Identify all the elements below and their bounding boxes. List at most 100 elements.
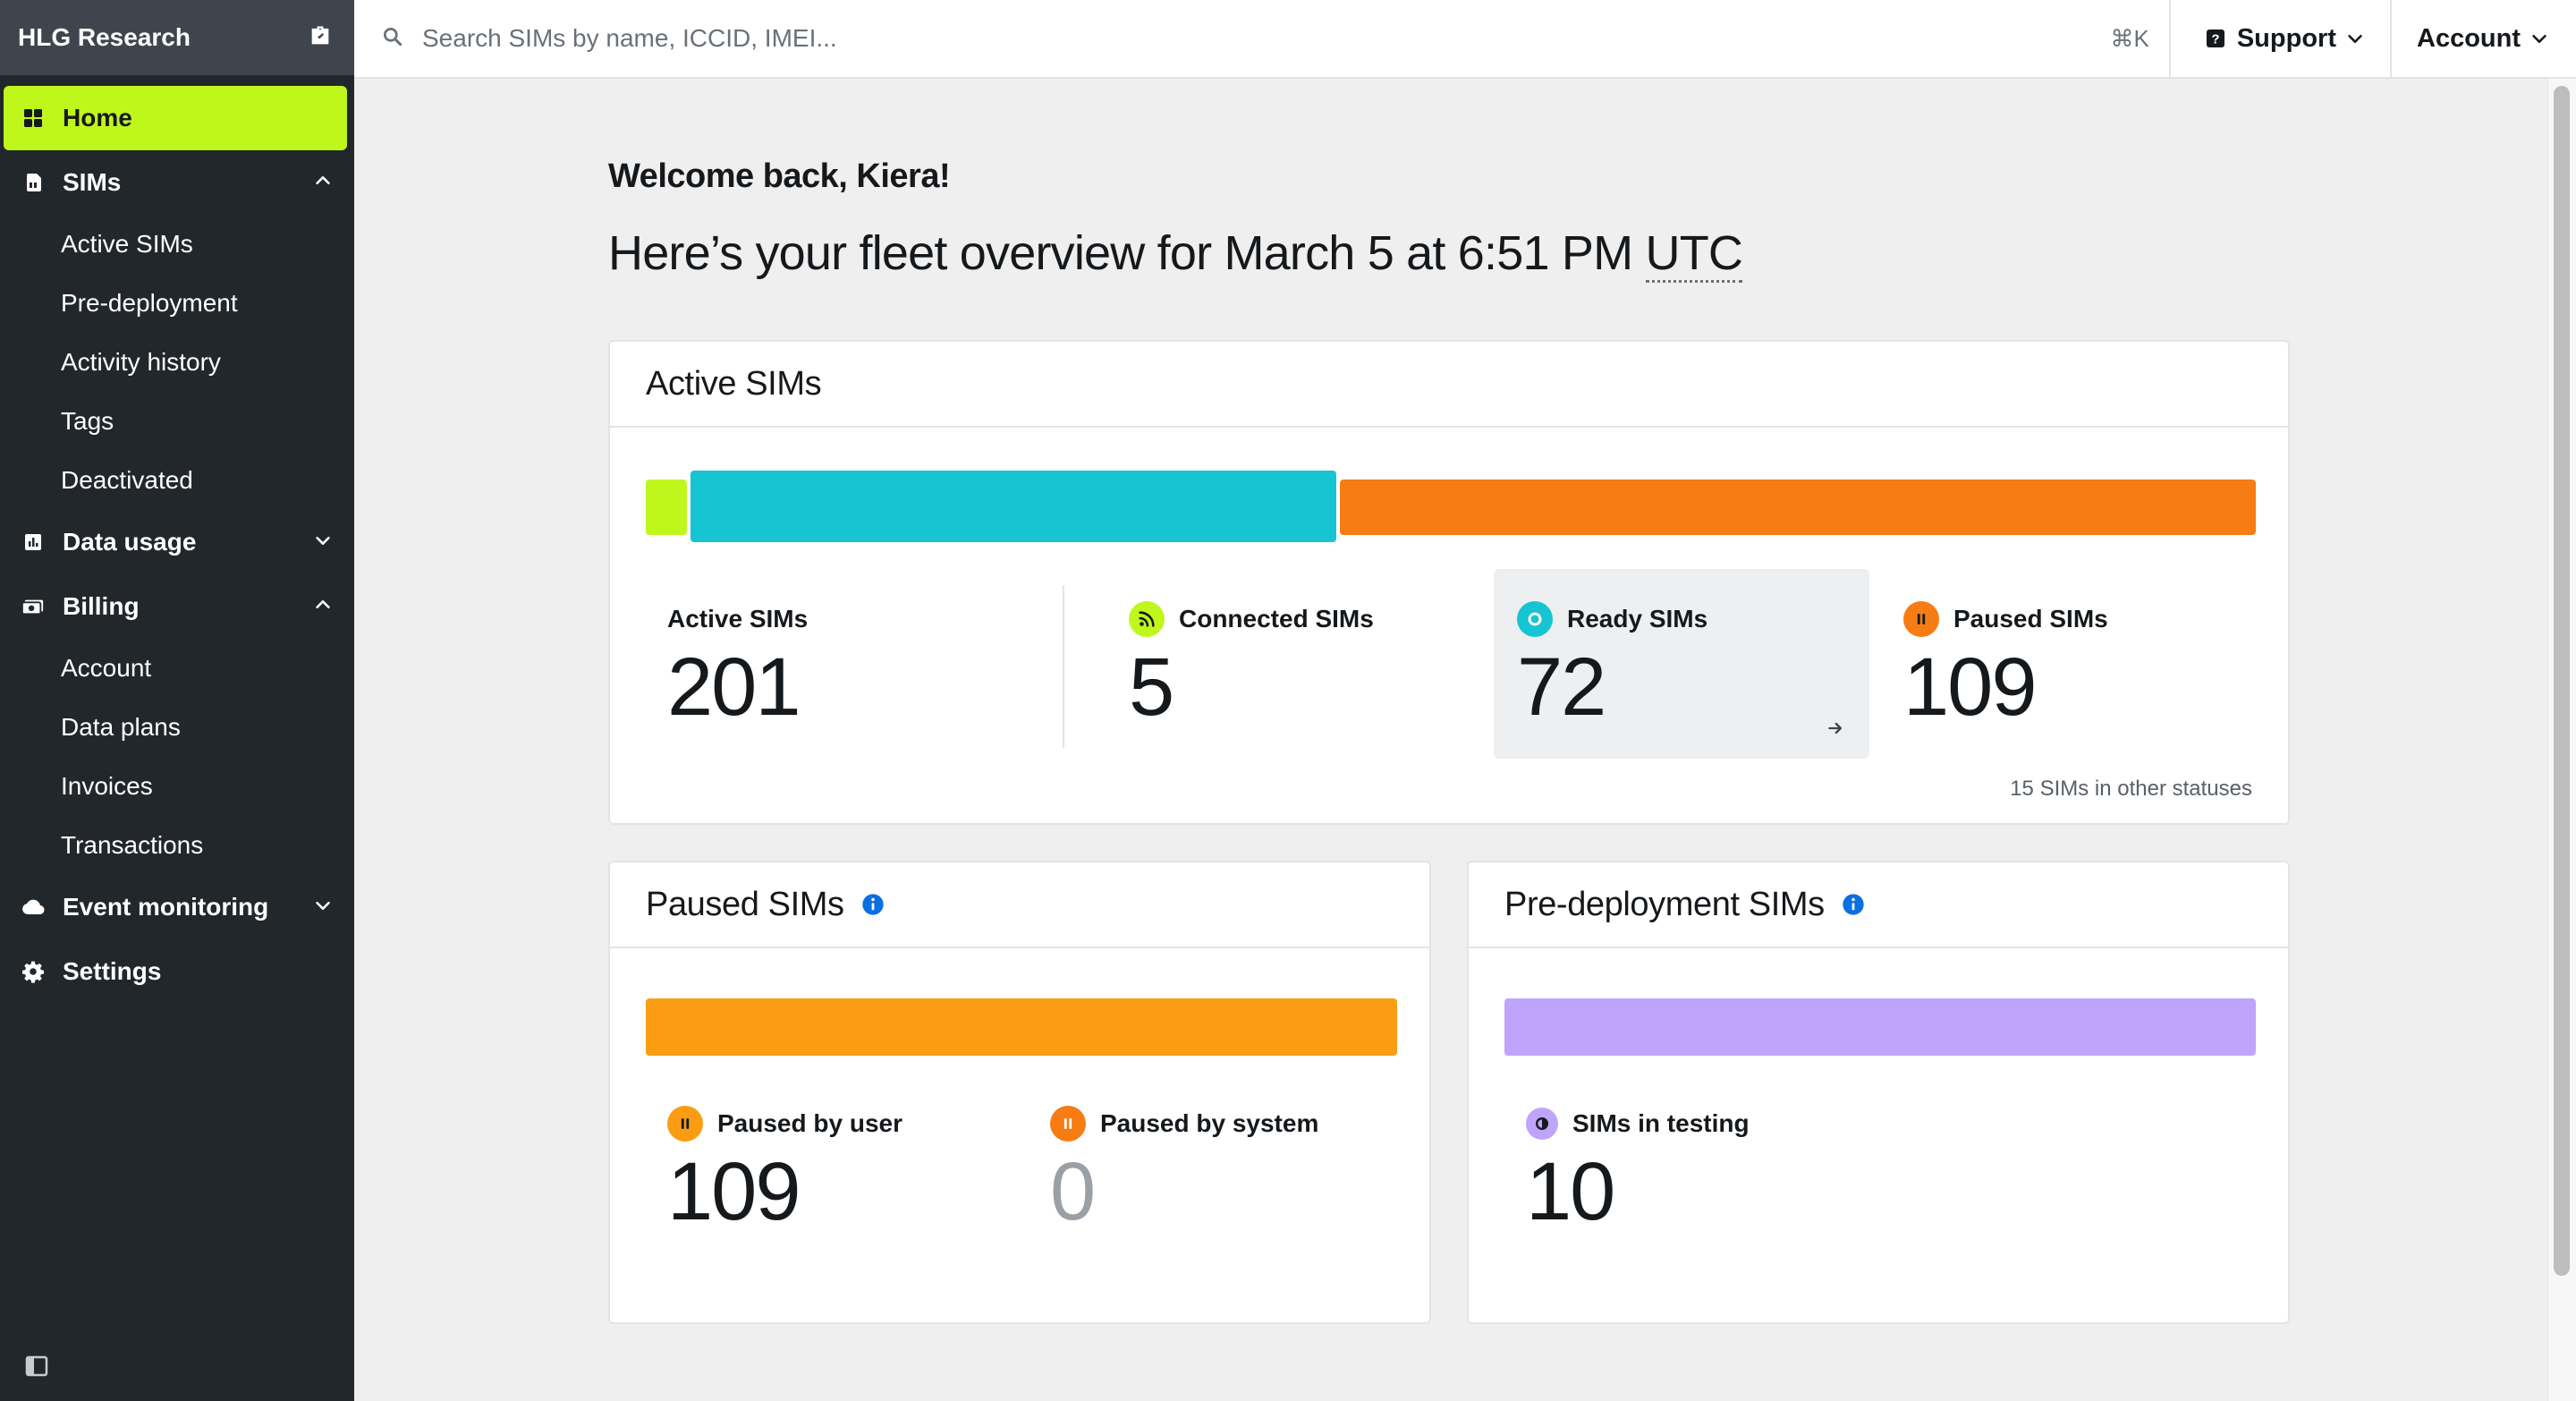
- sidebar-subitem-active-sims[interactable]: Active SIMs: [61, 230, 193, 258]
- overview-text: Here’s your fleet overview for March 5 a…: [608, 226, 1633, 280]
- org-switch-icon[interactable]: [308, 23, 333, 53]
- divider: [1063, 585, 1064, 748]
- chevron-down-icon: [313, 893, 333, 921]
- connected-bar-segment[interactable]: [646, 480, 687, 535]
- stat-value: 10: [1526, 1146, 1615, 1237]
- cloud-icon: [21, 896, 45, 919]
- sidebar: HLG Research Home SIMs Active SIMs Pre-d…: [0, 0, 354, 1401]
- chevron-up-icon: [313, 592, 333, 621]
- chevron-up-icon: [313, 168, 333, 197]
- sims-in-testing-bar[interactable]: [1504, 998, 2256, 1056]
- stat-label: Paused SIMs: [1953, 605, 2108, 633]
- sidebar-item-data-usage[interactable]: Data usage: [0, 510, 354, 574]
- help-icon: ?: [2196, 28, 2226, 49]
- top-bar: Search SIMs by name, ICCID, IMEI... ⌘K ?…: [354, 0, 2576, 79]
- svg-text:?: ?: [2211, 32, 2219, 47]
- support-menu-button[interactable]: ? Support: [2168, 0, 2390, 77]
- chevron-down-icon: [313, 528, 333, 556]
- sidebar-item-label: Home: [63, 104, 132, 132]
- sidebar-subitem-deactivated[interactable]: Deactivated: [61, 466, 193, 494]
- sidebar-subitem-invoices[interactable]: Invoices: [61, 772, 153, 800]
- paused-by-user-bar[interactable]: [646, 998, 1397, 1056]
- stat-value: 201: [667, 641, 801, 733]
- sidebar-item-label: Data usage: [63, 528, 197, 556]
- sidebar-toggle-icon: [25, 1355, 48, 1377]
- dashboard-icon: [21, 106, 45, 130]
- timezone-label[interactable]: UTC: [1645, 226, 1743, 283]
- stat-sims-in-testing[interactable]: SIMs in testing 10: [1526, 1106, 1750, 1233]
- sidebar-item-billing[interactable]: Billing: [0, 574, 354, 639]
- stat-paused-by-system: Paused by system 0: [1050, 1106, 1318, 1233]
- search-shortcut: ⌘K: [2110, 24, 2149, 52]
- sidebar-subitem-transactions[interactable]: Transactions: [61, 831, 204, 859]
- sidebar-nav: Home SIMs Active SIMs Pre-deployment Act…: [0, 75, 354, 1004]
- card-title: Active SIMs: [610, 342, 2288, 428]
- sidebar-subitem-account[interactable]: Account: [61, 654, 152, 682]
- search-input[interactable]: Search SIMs by name, ICCID, IMEI...: [354, 0, 2111, 77]
- sidebar-item-label: Settings: [63, 957, 162, 985]
- account-label: Account: [2417, 23, 2521, 53]
- testing-status-icon: [1526, 1108, 1558, 1140]
- search-icon: [381, 25, 404, 53]
- info-icon[interactable]: [1841, 892, 1866, 917]
- welcome-heading: Welcome back, Kiera!: [608, 157, 951, 195]
- card-title: Paused SIMs: [646, 885, 844, 923]
- paused-user-icon: [667, 1106, 703, 1142]
- sidebar-item-event-monitoring[interactable]: Event monitoring: [0, 875, 354, 939]
- stat-label: Connected SIMs: [1179, 605, 1374, 633]
- ready-sims-tile[interactable]: [1494, 569, 1869, 759]
- stat-label: Active SIMs: [667, 605, 809, 633]
- collapse-sidebar-button[interactable]: [25, 1355, 48, 1381]
- sidebar-subitem-tags[interactable]: Tags: [61, 407, 114, 435]
- sidebar-item-settings[interactable]: Settings: [0, 939, 354, 1004]
- sidebar-subitem-data-plans[interactable]: Data plans: [61, 713, 181, 741]
- sidebar-item-label: SIMs: [63, 168, 122, 196]
- ready-bar-segment[interactable]: [691, 471, 1336, 542]
- stat-connected-sims[interactable]: Connected SIMs 5: [1129, 601, 1374, 728]
- card-header: Paused SIMs: [610, 862, 1429, 948]
- paused-status-icon: [1903, 601, 1939, 637]
- org-name: HLG Research: [18, 23, 191, 51]
- org-header[interactable]: HLG Research: [0, 0, 354, 75]
- support-label: Support: [2236, 23, 2336, 53]
- stat-active-sims: Active SIMs 201: [667, 601, 808, 728]
- card-title: Pre-deployment SIMs: [1504, 885, 1825, 923]
- sidebar-item-label: Billing: [63, 592, 140, 620]
- stat-value: 109: [667, 1146, 801, 1237]
- stat-paused-by-user[interactable]: Paused by user 109: [667, 1106, 902, 1233]
- stat-value: 0: [1050, 1146, 1096, 1237]
- money-icon: [21, 595, 45, 618]
- ready-status-icon: [1517, 601, 1553, 637]
- paused-bar-segment[interactable]: [1340, 480, 2256, 535]
- gear-icon: [21, 960, 45, 983]
- info-icon[interactable]: [860, 892, 886, 917]
- account-menu-button[interactable]: Account: [2390, 0, 2576, 77]
- sim-card-icon: [21, 171, 45, 194]
- stat-label: Paused by user: [717, 1109, 902, 1137]
- sidebar-item-sims[interactable]: SIMs: [0, 150, 354, 215]
- pre-deployment-sims-card: Pre-deployment SIMs SIMs in testing 10: [1467, 861, 2290, 1324]
- stat-value: 72: [1517, 641, 1606, 733]
- stat-label: Ready SIMs: [1567, 605, 1708, 633]
- sidebar-item-label: Event monitoring: [63, 893, 269, 921]
- paused-system-icon: [1050, 1106, 1086, 1142]
- search-placeholder: Search SIMs by name, ICCID, IMEI...: [422, 24, 837, 52]
- card-header: Pre-deployment SIMs: [1469, 862, 2288, 948]
- stat-label: Paused by system: [1100, 1109, 1319, 1137]
- scrollbar-thumb[interactable]: [2554, 86, 2570, 1276]
- sidebar-item-home[interactable]: Home: [4, 86, 347, 150]
- active-sims-card: Active SIMs Active SIMs 201 Connected SI…: [608, 340, 2290, 825]
- page-title: Here’s your fleet overview for March 5 a…: [608, 225, 1743, 283]
- paused-sims-card: Paused SIMs Paused by user 109 Paused by…: [608, 861, 1431, 1324]
- stat-label: SIMs in testing: [1572, 1109, 1750, 1137]
- bar-chart-icon: [21, 531, 45, 554]
- sidebar-subitem-pre-deployment[interactable]: Pre-deployment: [61, 289, 238, 317]
- other-statuses-note: 15 SIMs in other statuses: [2010, 777, 2252, 801]
- stat-ready-sims[interactable]: Ready SIMs 72: [1517, 601, 1707, 728]
- arrow-right-icon: [1826, 719, 1844, 742]
- stat-paused-sims[interactable]: Paused SIMs 109: [1903, 601, 2108, 728]
- connected-signal-icon: [1129, 601, 1165, 637]
- stat-value: 5: [1129, 641, 1174, 733]
- chevron-down-icon: [2348, 34, 2362, 43]
- sidebar-subitem-activity-history[interactable]: Activity history: [61, 348, 221, 376]
